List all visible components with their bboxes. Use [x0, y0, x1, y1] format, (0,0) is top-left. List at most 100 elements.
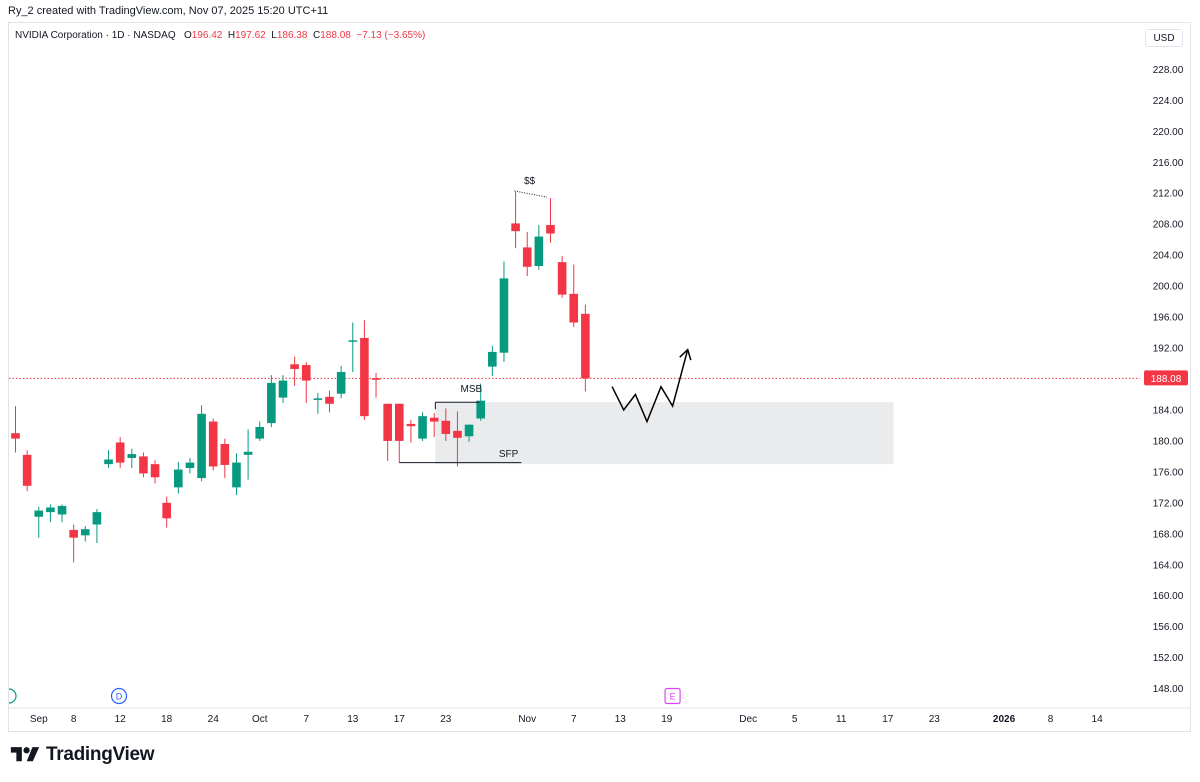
time-tick-label: 13: [615, 714, 627, 725]
time-tick-label: 17: [394, 714, 406, 725]
dividend-marker: D: [110, 687, 128, 705]
candle: [336, 365, 346, 399]
candle: [406, 420, 416, 443]
currency-button[interactable]: USD: [1145, 29, 1183, 47]
dividend-marker-circle: [110, 687, 128, 705]
time-tick-label: 8: [1048, 714, 1054, 725]
candle-body: [301, 365, 311, 381]
candle-body: [185, 462, 195, 469]
high-value: 197.62: [235, 30, 266, 41]
price-tick-label: 192.00: [1153, 344, 1184, 355]
price-tick-label: 148.00: [1153, 684, 1184, 695]
candle-body: [267, 382, 276, 424]
candle-body: [139, 456, 148, 474]
tradingview-logo-icon: [10, 747, 40, 762]
candle: [557, 255, 567, 298]
high-label: H: [227, 30, 236, 41]
price-tick-label: 200.00: [1153, 282, 1184, 293]
candle: [115, 437, 125, 469]
candle-body: [197, 413, 206, 479]
candle: [46, 504, 55, 523]
chart-frame: [8, 22, 1191, 732]
candle-body: [348, 340, 358, 342]
candle: [255, 421, 265, 441]
candle-body: [46, 507, 55, 513]
candle: [127, 448, 137, 469]
earnings-marker-label: E: [670, 692, 676, 702]
price-tick-label: 204.00: [1153, 251, 1184, 262]
candle: [267, 375, 276, 427]
candle-body: [499, 278, 509, 353]
candle-body: [220, 444, 230, 465]
candle-body: [441, 420, 451, 434]
ss-label: $$: [524, 176, 536, 187]
close-value: 188.08: [320, 30, 351, 41]
candle: [488, 345, 497, 376]
candle: [394, 403, 404, 463]
candle: [104, 450, 113, 469]
candle-body: [232, 462, 241, 488]
candle-body: [464, 424, 474, 437]
time-axis: Sep 8 12 18 24 Oct 7 13 17 23 Nov 7 13 19 Dec 5 11 17 23 20…: [9, 707, 1190, 725]
dividend-marker-label: D: [116, 692, 123, 702]
candle: [162, 496, 171, 528]
price-tick-label: 152.00: [1153, 653, 1184, 664]
candle-body: [69, 529, 78, 538]
candle: [441, 408, 451, 441]
candle-body: [581, 313, 590, 379]
candle-body: [290, 364, 299, 369]
price-tick-label: 172.00: [1153, 498, 1184, 509]
candle-body: [383, 403, 392, 441]
price-tick-label: 220.00: [1153, 127, 1184, 138]
symbol-title[interactable]: NVIDIA Corporation · 1D · NASDAQ: [15, 30, 176, 41]
candle: [278, 375, 288, 403]
price-tick-label: 164.00: [1153, 560, 1184, 571]
open-value: 196.42: [191, 30, 223, 41]
time-tick-label: 8: [71, 714, 77, 725]
candle: [522, 231, 532, 277]
candle: [139, 452, 148, 478]
candle: [69, 524, 78, 563]
candle-body: [313, 398, 323, 400]
time-tick-label: 18: [161, 714, 173, 725]
candle: [232, 453, 241, 496]
candle: [534, 224, 544, 270]
price-tick-label: 184.00: [1153, 405, 1184, 416]
price-tick-label: 160.00: [1153, 591, 1184, 602]
candles-group: [11, 191, 590, 563]
close-label: C: [313, 30, 321, 41]
candle: [360, 320, 369, 421]
candle-body: [104, 459, 113, 465]
projection-arrow-head: [679, 348, 692, 361]
time-tick-label: 12: [115, 714, 127, 725]
candle: [301, 361, 311, 403]
candle: [220, 438, 230, 479]
candle: [546, 197, 555, 243]
candle-body: [11, 433, 20, 439]
price-tick-label: 156.00: [1153, 622, 1184, 633]
time-tick-label: 7: [303, 714, 309, 725]
time-tick-label: 13: [347, 714, 359, 725]
candle-body: [22, 454, 32, 486]
projection-arrow: [611, 349, 689, 424]
candle-body: [92, 512, 102, 525]
candle-body: [429, 417, 439, 422]
candle: [418, 412, 427, 441]
candle-body: [336, 372, 346, 394]
candle: [150, 460, 160, 484]
price-tick-label: 176.00: [1153, 467, 1184, 478]
candle-body: [371, 378, 381, 380]
time-tick-label: 24: [208, 714, 220, 725]
price-tick-label: 168.00: [1153, 529, 1184, 540]
candle: [325, 390, 334, 413]
candle: [34, 506, 44, 538]
time-tick-label: 17: [882, 714, 894, 725]
candle-body: [453, 430, 462, 438]
candle: [57, 504, 67, 523]
candle: [476, 383, 485, 421]
price-tick-label: 212.00: [1153, 189, 1184, 200]
candle: [174, 461, 183, 494]
open-label: O: [183, 30, 192, 41]
earnings-marker-box: [664, 687, 681, 705]
